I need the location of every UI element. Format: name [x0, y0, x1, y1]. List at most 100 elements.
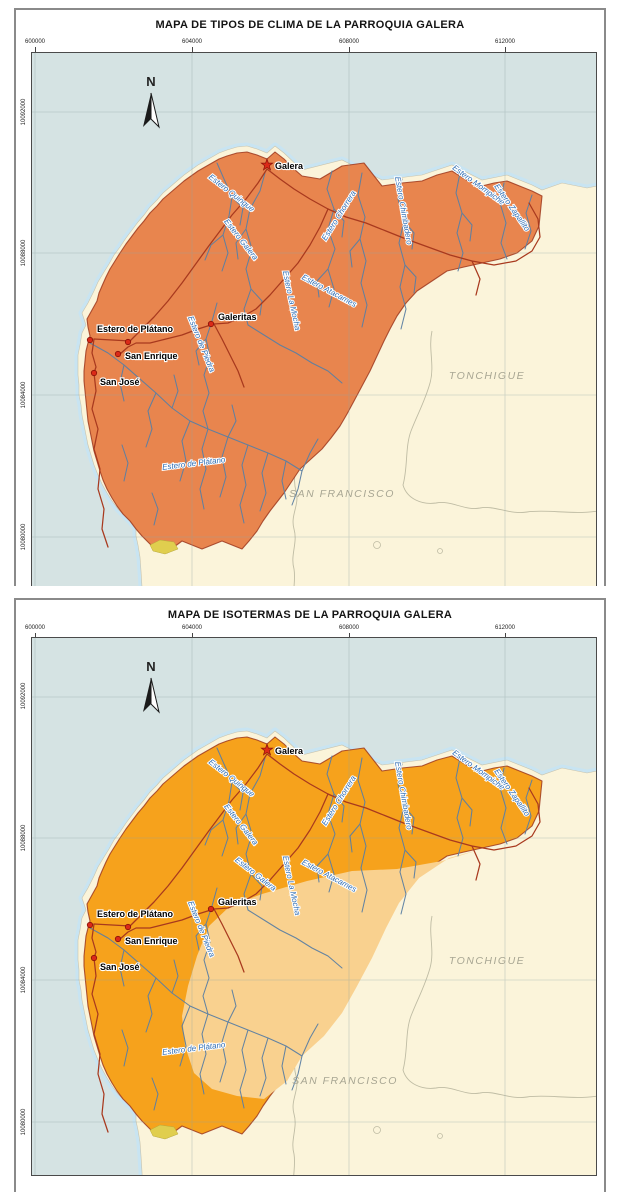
road [471, 845, 481, 881]
river [357, 757, 368, 913]
town-label: San Enrique [125, 351, 178, 361]
river [121, 1029, 129, 1067]
north-arrow: N [143, 659, 160, 714]
neighbor-label: SAN FRANCISCO [292, 1075, 398, 1087]
north-arrow-left [143, 678, 151, 712]
river [291, 1055, 303, 1091]
admin-boundary-line [402, 915, 596, 1099]
river [219, 1021, 229, 1083]
map-title-clima: MAPA DE TIPOS DE CLIMA DE LA PARROQUIA G… [155, 19, 465, 31]
road [213, 908, 245, 973]
town-marker-dot [207, 320, 215, 328]
town-label: Estero de Plátano [97, 324, 174, 334]
road [266, 753, 541, 851]
north-arrow-left [143, 93, 151, 127]
river [397, 178, 407, 330]
river [403, 805, 415, 835]
river [199, 428, 209, 510]
y-tick-label: 10084000 [21, 966, 27, 994]
map-area-clima: N TONCHIGUE SAN FRANCISCO Estero Quingue Est… [31, 52, 597, 586]
river [151, 1077, 159, 1111]
river [235, 813, 247, 845]
river [461, 212, 473, 242]
town-label: San Enrique [125, 936, 178, 946]
road [91, 338, 109, 548]
north-arrow: N [143, 74, 160, 129]
town-label: San José [100, 962, 140, 972]
roads [91, 753, 541, 1133]
town-label: Galera [275, 746, 304, 756]
river [204, 819, 224, 846]
river [171, 959, 179, 994]
road [93, 753, 268, 927]
river [404, 264, 417, 294]
x-tick-label: 600000 [24, 625, 46, 631]
river [119, 364, 125, 402]
river [291, 470, 303, 506]
figure-isotermas: MAPA DE ISOTERMAS DE LA PARROQUIA GALERA… [14, 598, 606, 1192]
roads [91, 168, 541, 548]
x-tick-label: 604000 [181, 625, 203, 631]
river [281, 1045, 287, 1085]
yellow-zone [149, 539, 179, 555]
river [219, 436, 229, 498]
river [227, 989, 237, 1023]
road [119, 908, 215, 940]
road [213, 208, 329, 325]
y-tick-label: 10092000 [21, 98, 27, 126]
x-tick-mark [349, 633, 350, 638]
grid-lines [32, 53, 596, 586]
river [231, 196, 244, 226]
river [349, 823, 361, 853]
town-marker-dot [90, 369, 98, 377]
town-marker-dot [86, 921, 94, 929]
river [349, 238, 361, 268]
river [455, 172, 464, 272]
x-tick-label: 604000 [181, 39, 203, 45]
river [199, 1013, 209, 1095]
river [281, 460, 287, 500]
river [239, 444, 249, 524]
road [266, 168, 541, 266]
river [403, 220, 415, 250]
river [171, 374, 179, 409]
river [216, 162, 233, 272]
river [243, 757, 266, 911]
river [259, 1037, 269, 1097]
river [301, 1023, 319, 1057]
yellow-zone [149, 1124, 179, 1140]
river [239, 1029, 249, 1109]
river [259, 452, 269, 512]
y-tick-label: 10088000 [21, 824, 27, 852]
y-tick-label: 10080000 [21, 523, 27, 551]
y-tick-label: 10080000 [21, 1108, 27, 1136]
figure-clima: MAPA DE TIPOS DE CLIMA DE LA PARROQUIA G… [14, 8, 606, 586]
x-tick-mark [505, 47, 506, 52]
grid-lines [32, 638, 596, 1175]
river [179, 1005, 191, 1067]
x-tick-label: 612000 [494, 39, 516, 45]
river [235, 228, 247, 260]
neighbor-label: TONCHIGUE [449, 370, 525, 382]
x-tick-mark [192, 633, 193, 638]
x-tick-mark [505, 633, 506, 638]
map-area-isotermas: N TONCHIGUE SAN FRANCISCO Estero Quingue Est… [31, 637, 597, 1176]
river [231, 781, 244, 811]
road [213, 323, 245, 388]
town-marker-dot [114, 935, 122, 943]
road [471, 260, 481, 296]
river [499, 767, 508, 845]
y-tick-label: 10084000 [21, 381, 27, 409]
pond [373, 1126, 381, 1134]
river [499, 182, 508, 260]
rivers [89, 162, 533, 526]
rivers [89, 747, 533, 1111]
town-label: Galeritas [218, 312, 257, 322]
town-marker-dot [124, 338, 132, 346]
river [179, 420, 191, 482]
neighbor-label: SAN FRANCISCO [289, 488, 395, 500]
river [316, 853, 329, 883]
river [216, 747, 233, 857]
